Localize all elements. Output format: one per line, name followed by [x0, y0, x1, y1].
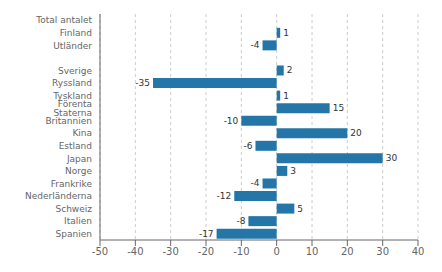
svg-text:Schweiz: Schweiz — [56, 204, 93, 214]
svg-text:1: 1 — [283, 28, 289, 38]
svg-text:0: 0 — [273, 246, 279, 257]
svg-text:-10: -10 — [224, 116, 239, 126]
svg-text:Britannien: Britannien — [45, 116, 92, 126]
svg-text:-50: -50 — [92, 246, 108, 257]
svg-text:2: 2 — [287, 65, 293, 75]
svg-text:1: 1 — [283, 91, 289, 101]
svg-text:Tyskland: Tyskland — [53, 90, 92, 101]
svg-text:Frankrike: Frankrike — [51, 179, 93, 189]
svg-text:-17: -17 — [199, 229, 214, 239]
svg-text:30: 30 — [386, 153, 398, 163]
svg-text:Nederländerna: Nederländerna — [25, 191, 92, 201]
svg-text:-12: -12 — [217, 191, 232, 201]
svg-text:40: 40 — [412, 246, 425, 257]
svg-text:15: 15 — [333, 103, 344, 113]
svg-text:Ryssland: Ryssland — [52, 78, 92, 88]
svg-text:Spanien: Spanien — [56, 229, 92, 239]
svg-text:Sverige: Sverige — [58, 66, 92, 76]
svg-text:Italien: Italien — [64, 216, 92, 226]
svg-text:-6: -6 — [243, 141, 252, 151]
svg-text:Utländer: Utländer — [53, 41, 92, 51]
svg-text:Kina: Kina — [72, 128, 92, 138]
svg-text:5: 5 — [297, 204, 303, 214]
svg-text:20: 20 — [341, 246, 354, 257]
svg-text:-20: -20 — [198, 246, 214, 257]
svg-text:-8: -8 — [236, 216, 245, 226]
svg-text:Estland: Estland — [59, 141, 92, 151]
svg-text:10: 10 — [306, 246, 319, 257]
svg-text:Japan: Japan — [66, 154, 92, 164]
svg-text:Total antalet: Total antalet — [35, 15, 92, 25]
svg-text:20: 20 — [350, 128, 362, 138]
svg-text:-35: -35 — [135, 78, 150, 88]
svg-text:3: 3 — [290, 166, 296, 176]
svg-text:-40: -40 — [127, 246, 143, 257]
svg-text:-4: -4 — [251, 178, 260, 188]
svg-text:-4: -4 — [251, 40, 260, 50]
svg-text:Norge: Norge — [65, 166, 92, 176]
html-text:Staterna: Staterna — [53, 107, 92, 118]
svg-text:Finland: Finland — [60, 28, 92, 38]
svg-text:30: 30 — [376, 246, 389, 257]
html-text:Förenta: Förenta — [57, 98, 92, 109]
svg-text:-30: -30 — [162, 246, 178, 257]
svg-text:-10: -10 — [233, 246, 249, 257]
